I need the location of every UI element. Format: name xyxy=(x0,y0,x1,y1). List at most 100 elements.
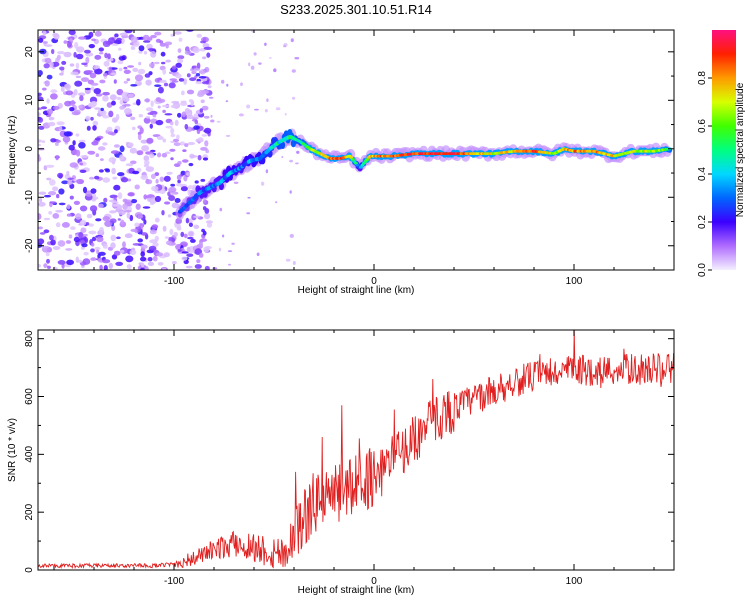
noise-blob xyxy=(289,159,293,163)
noise-blob xyxy=(48,191,57,196)
noise-blob xyxy=(108,157,117,163)
noise-blob xyxy=(52,105,60,111)
noise-blob xyxy=(140,251,145,257)
snr-ylabel: SNR (10 * v/v) xyxy=(7,418,18,482)
noise-blob xyxy=(143,155,150,162)
noise-blob xyxy=(295,162,299,165)
noise-blob xyxy=(169,148,176,152)
noise-blob xyxy=(94,30,102,37)
noise-blob xyxy=(143,194,148,200)
noise-blob xyxy=(127,192,135,197)
noise-blob xyxy=(248,62,251,67)
noise-blob xyxy=(50,89,58,93)
noise-blob xyxy=(48,211,53,215)
noise-blob xyxy=(154,195,162,203)
noise-blob xyxy=(78,139,86,143)
noise-blob xyxy=(102,216,111,222)
noise-blob xyxy=(61,180,69,185)
noise-blob xyxy=(116,37,122,42)
noise-blob xyxy=(140,232,148,236)
noise-blob xyxy=(201,134,208,137)
noise-blob xyxy=(219,207,223,212)
noise-blob xyxy=(38,125,45,130)
noise-blob xyxy=(84,49,91,54)
noise-blob xyxy=(182,149,187,153)
noise-blob xyxy=(266,98,269,102)
noise-blob xyxy=(58,202,66,206)
noise-blob xyxy=(149,229,157,235)
noise-blob xyxy=(119,154,125,161)
noise-blob xyxy=(138,61,142,66)
spectrogram-xtick-label: -100 xyxy=(164,276,184,287)
noise-blob xyxy=(103,265,108,270)
noise-blob xyxy=(177,223,181,230)
noise-blob xyxy=(227,250,233,253)
noise-blob xyxy=(76,178,85,185)
noise-blob xyxy=(74,41,79,49)
noise-blob xyxy=(132,170,140,175)
noise-blob xyxy=(152,255,158,262)
noise-blob xyxy=(46,108,54,115)
noise-blob xyxy=(227,263,232,266)
noise-blob xyxy=(78,231,84,239)
noise-blob xyxy=(42,87,47,91)
noise-blob xyxy=(70,99,76,107)
noise-blob xyxy=(200,99,205,104)
noise-blob xyxy=(199,108,203,113)
noise-blob xyxy=(233,181,239,184)
noise-blob xyxy=(164,236,170,239)
noise-blob xyxy=(50,239,56,246)
noise-blob xyxy=(98,203,104,208)
noise-blob xyxy=(123,66,128,70)
noise-blob xyxy=(75,149,81,157)
noise-blob xyxy=(178,78,185,82)
noise-blob xyxy=(102,40,111,47)
noise-blob xyxy=(187,185,194,190)
spectrogram-ytick-label: 0 xyxy=(24,146,35,152)
noise-blob xyxy=(189,155,198,158)
noise-blob xyxy=(49,234,54,241)
snr-series-line xyxy=(38,330,674,570)
noise-blob xyxy=(46,74,53,80)
noise-blob xyxy=(79,219,87,226)
noise-blob xyxy=(176,134,180,140)
noise-blob xyxy=(124,30,133,34)
noise-blob xyxy=(62,136,71,143)
noise-blob xyxy=(166,171,173,175)
noise-blob xyxy=(184,123,189,130)
noise-blob xyxy=(108,262,114,269)
noise-blob xyxy=(92,193,96,199)
noise-blob xyxy=(91,242,95,247)
noise-blob xyxy=(246,212,251,215)
noise-blob xyxy=(63,40,68,44)
noise-blob xyxy=(57,172,64,179)
snr-ytick-label: 600 xyxy=(24,388,35,405)
colorbar-axis: 0.0 0.2 0.4 0.6 0.8 xyxy=(697,71,712,277)
spectrogram-xtick-label: 0 xyxy=(371,276,377,287)
noise-blob xyxy=(155,252,164,257)
noise-blob xyxy=(130,84,138,87)
noise-blob xyxy=(181,90,185,96)
noise-blob xyxy=(188,222,193,227)
noise-blob xyxy=(85,52,94,57)
noise-blob xyxy=(194,264,202,269)
noise-blob xyxy=(196,62,201,70)
noise-blob xyxy=(118,67,123,72)
noise-blob xyxy=(196,33,202,38)
spectrogram-ytick-label: 20 xyxy=(24,46,35,58)
noise-blob xyxy=(181,111,187,118)
noise-blob xyxy=(177,58,184,64)
noise-blob xyxy=(165,59,171,63)
noise-blob xyxy=(256,252,260,257)
noise-blob xyxy=(55,222,61,228)
noise-blob xyxy=(153,61,160,65)
noise-blob xyxy=(196,259,201,264)
snr-axes: -100 0 100 0 200 400 600 800 xyxy=(24,330,674,587)
noise-blob xyxy=(149,62,155,68)
noise-blob xyxy=(254,108,259,111)
noise-blob xyxy=(231,242,235,245)
noise-blob xyxy=(107,53,111,60)
noise-blob xyxy=(91,198,97,202)
noise-blob xyxy=(163,252,170,258)
